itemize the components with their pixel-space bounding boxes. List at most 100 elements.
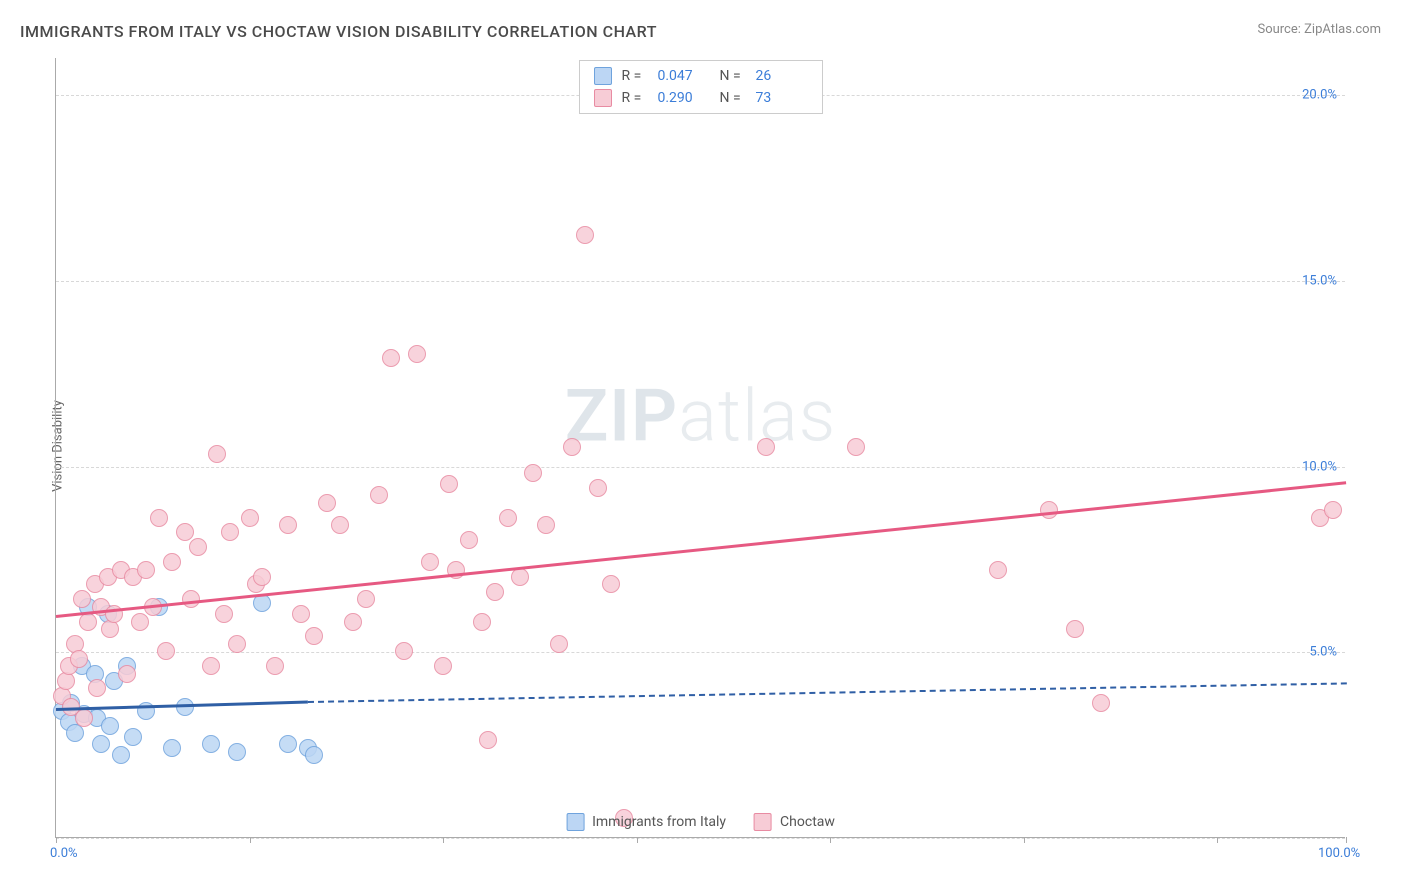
scatter-point-choctaw [1040,501,1058,519]
scatter-point-choctaw [563,438,581,456]
scatter-point-choctaw [75,709,93,727]
x-tick [1346,837,1347,843]
stat-r-value: 0.290 [658,90,710,106]
gridline [56,467,1345,468]
stat-n-value: 26 [756,68,808,84]
x-tick-label: 0.0% [50,846,78,861]
scatter-point-choctaw [331,516,349,534]
scatter-point-choctaw [279,516,297,534]
stat-n-label: N = [720,90,746,106]
scatter-point-choctaw [176,523,194,541]
scatter-point-choctaw [241,509,259,527]
scatter-point-choctaw [202,657,220,675]
scatter-point-choctaw [576,226,594,244]
scatter-point-choctaw [1324,501,1342,519]
x-tick-label: 100.0% [1318,846,1360,861]
stats-row: R = 0.290 N = 73 [594,87,808,109]
legend-swatch [594,67,612,85]
scatter-point-italy [112,746,130,764]
x-tick [830,837,831,843]
bottom-legend: Immigrants from Italy Choctaw [566,813,835,831]
scatter-point-choctaw [370,486,388,504]
stat-r-value: 0.047 [658,68,710,84]
gridline [56,281,1345,282]
legend-swatch [754,813,772,831]
trend-line [308,682,1346,703]
scatter-point-choctaw [602,575,620,593]
x-tick [1024,837,1025,843]
scatter-point-italy [101,717,119,735]
plot-area: 5.0%10.0%15.0%20.0%0.0%100.0%ZIPatlasR =… [55,58,1345,838]
scatter-point-choctaw [473,613,491,631]
x-tick [443,837,444,843]
scatter-point-italy [92,735,110,753]
trend-line [56,481,1346,618]
scatter-point-choctaw [524,464,542,482]
legend-swatch [566,813,584,831]
stat-n-value: 73 [756,90,808,106]
scatter-point-choctaw [460,531,478,549]
scatter-point-choctaw [253,568,271,586]
scatter-point-choctaw [163,553,181,571]
scatter-point-choctaw [118,665,136,683]
scatter-point-choctaw [73,590,91,608]
scatter-point-choctaw [589,479,607,497]
scatter-point-choctaw [215,605,233,623]
legend-label: Immigrants from Italy [592,814,726,830]
scatter-point-choctaw [382,349,400,367]
stat-r-label: R = [622,90,648,106]
legend-item: Immigrants from Italy [566,813,726,831]
scatter-point-choctaw [221,523,239,541]
scatter-point-choctaw [537,516,555,534]
x-tick [250,837,251,843]
scatter-point-italy [228,743,246,761]
scatter-point-choctaw [1066,620,1084,638]
x-tick [56,837,57,843]
scatter-point-choctaw [305,627,323,645]
source-attribution: Source: ZipAtlas.com [1257,22,1381,37]
legend-item: Choctaw [754,813,835,831]
scatter-point-choctaw [440,475,458,493]
scatter-point-choctaw [395,642,413,660]
scatter-point-choctaw [228,635,246,653]
scatter-point-choctaw [1092,694,1110,712]
stats-box: R = 0.047 N = 26 R = 0.290 N = 73 [579,60,823,114]
scatter-point-choctaw [847,438,865,456]
scatter-point-italy [305,746,323,764]
scatter-point-choctaw [131,613,149,631]
legend-swatch [594,89,612,107]
scatter-point-choctaw [318,494,336,512]
scatter-point-choctaw [150,509,168,527]
y-tick-label: 10.0% [1302,459,1337,474]
gridline [56,652,1345,653]
scatter-point-choctaw [344,613,362,631]
scatter-point-choctaw [757,438,775,456]
scatter-point-choctaw [266,657,284,675]
scatter-point-italy [124,728,142,746]
scatter-point-choctaw [989,561,1007,579]
legend-label: Choctaw [780,814,835,830]
scatter-point-choctaw [357,590,375,608]
y-tick-label: 5.0% [1309,645,1337,660]
stat-n-label: N = [720,68,746,84]
chart-title: IMMIGRANTS FROM ITALY VS CHOCTAW VISION … [20,22,657,41]
scatter-point-choctaw [88,679,106,697]
y-tick-label: 20.0% [1302,88,1337,103]
scatter-point-choctaw [499,509,517,527]
scatter-point-choctaw [208,445,226,463]
scatter-point-choctaw [70,650,88,668]
scatter-point-choctaw [479,731,497,749]
stats-row: R = 0.047 N = 26 [594,65,808,87]
stat-r-label: R = [622,68,648,84]
scatter-point-choctaw [511,568,529,586]
scatter-point-choctaw [137,561,155,579]
scatter-point-italy [202,735,220,753]
scatter-point-choctaw [157,642,175,660]
scatter-point-italy [163,739,181,757]
scatter-point-choctaw [550,635,568,653]
scatter-point-choctaw [189,538,207,556]
y-tick-label: 15.0% [1302,273,1337,288]
watermark: ZIPatlas [565,374,837,459]
x-tick [637,837,638,843]
scatter-point-choctaw [292,605,310,623]
